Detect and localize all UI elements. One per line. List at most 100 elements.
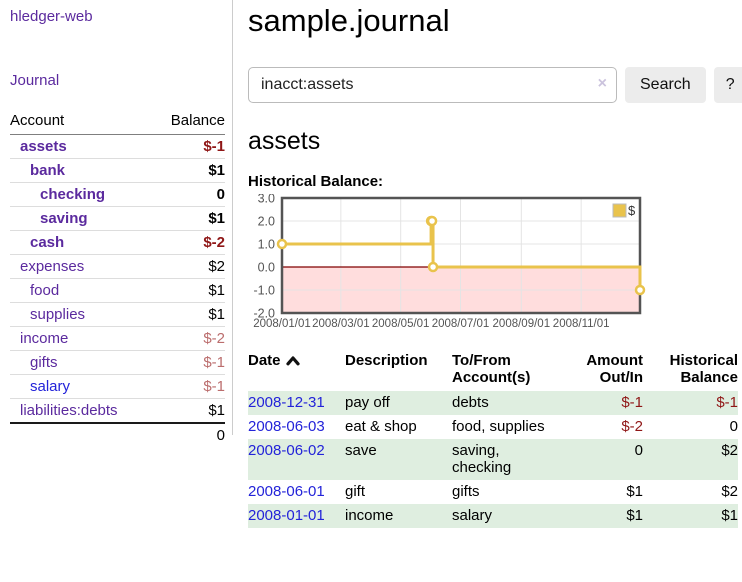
account-row: income $-2 (10, 326, 225, 351)
account-balance: 0 (152, 182, 225, 207)
y-axis-tick-label: -1.0 (253, 284, 275, 298)
x-axis-tick-label: 2008/07/01 (432, 318, 490, 330)
account-row: supplies $1 (10, 302, 225, 327)
transaction-amount: $-1 (583, 391, 643, 415)
account-balance: $1 (152, 206, 225, 231)
transaction-description: pay off (345, 391, 452, 415)
register-header-historical: Historical Balance (669, 352, 738, 386)
accounts-total-row: 0 (10, 422, 225, 447)
register-row: 2008-06-01 gift gifts $1 $2 (248, 480, 738, 504)
search-input-wrap: × (248, 67, 617, 103)
register-row: 2008-06-02 save saving, checking 0 $2 (248, 439, 738, 480)
account-link[interactable]: food (30, 282, 60, 299)
account-link[interactable]: checking (40, 186, 106, 203)
register-row: 2008-12-31 pay off debts $-1 $-1 (248, 391, 738, 415)
account-balance: $1 (152, 398, 225, 423)
account-balance: $-1 (152, 350, 225, 375)
transaction-description: eat & shop (345, 418, 417, 435)
transaction-date-link[interactable]: 2008-06-01 (248, 483, 325, 500)
accounts-header-account: Account (10, 109, 153, 135)
accounts-header-row: Account Balance (10, 109, 225, 135)
chart-data-point[interactable] (276, 238, 288, 250)
chart-data-point[interactable] (427, 261, 439, 273)
account-link[interactable]: supplies (30, 306, 86, 323)
transaction-balance: 0 (729, 418, 738, 435)
transaction-date-link[interactable]: 2008-12-31 (248, 394, 325, 411)
transaction-amount: $1 (626, 483, 643, 500)
account-balance: $1 (152, 158, 225, 183)
register-table-body: 2008-12-31 pay off debts $-1 $-1 2008-06-03 ea… (248, 391, 738, 528)
accounts-table-body: assets $-1 bank $1 checking 0 saving $1 cash $-2 e… (10, 135, 225, 447)
account-balance: $-2 (152, 230, 225, 255)
transaction-balance: $-1 (643, 391, 738, 415)
account-balance: $1 (152, 278, 225, 303)
accounts-table: Account Balance assets $-1 bank $1 checking 0… (10, 109, 225, 447)
transaction-accounts: saving, checking (452, 439, 583, 480)
x-axis-tick-label: 2008/03/01 (312, 318, 370, 330)
account-row: bank $1 (10, 158, 225, 183)
transaction-date-link[interactable]: 2008-06-02 (248, 442, 325, 459)
chart-title: Historical Balance: (248, 173, 384, 190)
register-header-amount: Amount Out/In (586, 352, 643, 386)
x-axis-tick-label: 2008/09/01 (493, 318, 551, 330)
account-link[interactable]: salary (30, 378, 71, 395)
clear-search-icon[interactable]: × (597, 75, 607, 92)
register-table: Date Description To/From Account(s) Amount … (248, 350, 738, 528)
account-link[interactable]: gifts (30, 354, 58, 371)
transaction-date-link[interactable]: 2008-06-03 (248, 418, 325, 435)
balance-chart[interactable]: $3.0 2.0 1.0 0.0 -1.0 -2.0 2008/01/01 2008/03/0… (248, 192, 742, 338)
transaction-amount: $-2 (621, 418, 643, 435)
account-row: food $1 (10, 278, 225, 303)
register-header-row: Date Description To/From Account(s) Amount … (248, 350, 738, 391)
account-link[interactable]: liabilities:debts (20, 402, 118, 419)
y-axis-tick-label: -2.0 (253, 307, 275, 321)
account-balance: $-2 (152, 326, 225, 351)
account-row: gifts $-1 (10, 350, 225, 375)
account-link[interactable]: income (20, 330, 69, 347)
transaction-date-link[interactable]: 2008-01-01 (248, 507, 325, 524)
account-link[interactable]: bank (30, 162, 66, 179)
register-row: 2008-06-03 eat & shop food, supplies $-2 0 (248, 415, 738, 439)
y-axis-tick-label: 1.0 (258, 238, 275, 252)
sidebar: hledger-web Journal Account Balance asse… (0, 0, 233, 528)
x-axis-tick-label: 2008/05/01 (372, 318, 430, 330)
sidebar-item-journal[interactable]: Journal (10, 72, 60, 89)
account-row: cash $-2 (10, 230, 225, 255)
account-balance: $-1 (203, 138, 225, 155)
transaction-amount: $1 (583, 504, 643, 528)
y-axis-tick-label: 3.0 (258, 194, 275, 206)
chart-data-point[interactable] (634, 284, 646, 296)
transaction-accounts: gifts (452, 483, 480, 500)
legend-swatch (612, 203, 627, 218)
search-button[interactable]: Search (625, 67, 706, 103)
help-button[interactable]: ? (713, 67, 742, 103)
x-axis-tick-label: 2008/01/01 (253, 318, 311, 330)
transaction-balance: $2 (721, 483, 738, 500)
account-link[interactable]: expenses (20, 258, 85, 275)
transaction-description: gift (345, 483, 366, 500)
account-link[interactable]: saving (40, 210, 88, 227)
transaction-accounts: debts (452, 391, 583, 415)
account-link[interactable]: assets (20, 138, 67, 155)
transaction-accounts: salary (452, 504, 583, 528)
register-header-date[interactable]: Date (248, 350, 345, 391)
accounts-header-balance: Balance (152, 109, 225, 135)
transaction-amount: 0 (583, 439, 643, 480)
transaction-accounts: food, supplies (452, 418, 545, 435)
legend-label: $ (628, 203, 636, 218)
transaction-balance: $2 (643, 439, 738, 480)
account-row: assets $-1 (10, 135, 225, 159)
account-row: liabilities:debts $1 (10, 398, 225, 423)
account-link[interactable]: cash (30, 234, 65, 251)
account-row: expenses $2 (10, 254, 225, 279)
sort-ascending-icon (285, 356, 300, 366)
register-row: 2008-01-01 income salary $1 $1 (248, 504, 738, 528)
x-axis-tick-label: 2008/11/01 (553, 318, 610, 330)
chart-data-point[interactable] (426, 215, 438, 227)
account-row: saving $1 (10, 206, 225, 231)
search-input[interactable] (248, 67, 617, 103)
account-row: checking 0 (10, 182, 225, 207)
brand-link[interactable]: hledger-web (10, 8, 93, 25)
register-header-tofrom: To/From Account(s) (452, 352, 531, 386)
